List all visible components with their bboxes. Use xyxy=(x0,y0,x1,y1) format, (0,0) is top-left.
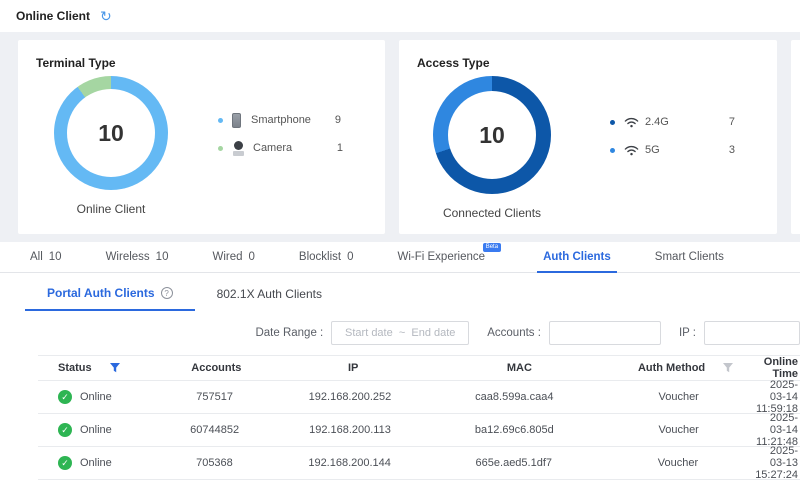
tab-auth-clients[interactable]: Auth Clients xyxy=(537,242,617,273)
page-title: Online Client xyxy=(16,9,91,23)
beta-badge: Beta xyxy=(482,242,502,252)
terminal-type-total: 10 xyxy=(98,119,124,146)
refresh-icon[interactable]: ↻ xyxy=(100,8,112,24)
cell-mac: caa8.599a.caa4 xyxy=(475,391,554,403)
cell-auth-method: Voucher xyxy=(658,391,699,403)
cell-ip: 192.168.200.113 xyxy=(309,424,391,436)
24g-label: 2.4G xyxy=(645,116,669,128)
camera-legend-dot xyxy=(218,145,223,151)
5g-count: 3 xyxy=(728,144,735,156)
col-ip: IP xyxy=(348,362,359,374)
cell-auth-method: Voucher xyxy=(658,424,699,436)
terminal-type-center-label: Online Client xyxy=(76,202,146,216)
clients-panel: All 10 Wireless 10 Wired 0 Blocklist 0 Wi-Fi… xyxy=(0,242,800,496)
camera-icon xyxy=(232,140,245,156)
summary-cards: Terminal Type 10 Online Client Smartphon… xyxy=(0,32,800,234)
cell-online-time: 2025-03-13 15:27:24 xyxy=(755,445,799,481)
cell-online-time: 2025-03-14 11:59:18 xyxy=(756,379,799,415)
accounts-label: Accounts : xyxy=(487,327,541,339)
legend-item-camera[interactable]: Camera 1 xyxy=(218,134,343,162)
col-status: Status xyxy=(58,362,92,374)
cell-mac: 665e.aed5.1df7 xyxy=(475,457,553,469)
ip-label: IP : xyxy=(678,327,696,339)
filter-row: Date Range : Accounts : IP : xyxy=(0,311,800,355)
smartphone-label: Smartphone xyxy=(251,114,311,126)
tab-blocklist[interactable]: Blocklist 0 xyxy=(298,251,354,263)
access-type-donut-chart: 10 xyxy=(433,76,551,194)
wifi-icon xyxy=(624,117,639,128)
legend-item-smartphone[interactable]: Smartphone 9 xyxy=(218,106,343,134)
access-type-title: Access Type xyxy=(417,56,490,70)
cell-ip: 192.168.200.252 xyxy=(308,391,392,403)
online-check-icon: ✓ xyxy=(58,423,72,437)
terminal-type-title: Terminal Type xyxy=(36,56,116,70)
legend-item-5g[interactable]: 5G 3 xyxy=(610,136,735,164)
auth-clients-table: Status Accounts IP MAC Auth Method Onlin… xyxy=(38,355,800,481)
24g-legend-dot xyxy=(610,119,615,125)
5g-label: 5G xyxy=(645,144,660,156)
cell-accounts: 705368 xyxy=(196,457,233,469)
5g-legend-dot xyxy=(610,147,615,153)
online-check-icon: ✓ xyxy=(58,456,72,470)
subtab-portal-auth-clients[interactable]: Portal Auth Clients ? xyxy=(25,286,195,311)
tab-wired[interactable]: Wired 0 xyxy=(212,251,255,263)
smartphone-icon xyxy=(232,112,241,128)
legend-item-24g[interactable]: 2.4G 7 xyxy=(610,108,735,136)
terminal-type-card: Terminal Type 10 Online Client Smartphon… xyxy=(18,40,385,234)
smartphone-count: 9 xyxy=(334,114,341,126)
auth-subtabs: Portal Auth Clients ? 802.1X Auth Client… xyxy=(0,286,800,311)
table-header-row: Status Accounts IP MAC Auth Method Onlin… xyxy=(38,355,800,381)
date-range-label: Date Range : xyxy=(255,327,324,339)
cell-online-time: 2025-03-14 11:21:48 xyxy=(756,412,799,448)
tab-smart-clients[interactable]: Smart Clients xyxy=(654,251,724,263)
status-badge: Online xyxy=(80,424,112,436)
subtab-8021x-auth-clients[interactable]: 802.1X Auth Clients xyxy=(216,287,322,301)
tab-wifi-experience[interactable]: Wi-Fi Experience Beta xyxy=(398,242,502,273)
page-header: Online Client ↻ xyxy=(0,0,800,32)
access-type-center-label: Connected Clients xyxy=(442,206,542,220)
accounts-input[interactable] xyxy=(548,321,661,345)
third-card-partial xyxy=(791,40,800,234)
tab-all[interactable]: All 10 xyxy=(30,251,62,263)
tab-wireless[interactable]: Wireless 10 xyxy=(105,251,169,263)
cell-auth-method: Voucher xyxy=(657,457,699,469)
cell-mac: ba12.69c6.805d xyxy=(474,424,554,436)
smartphone-legend-dot xyxy=(218,117,223,123)
col-auth-method: Auth Method xyxy=(637,362,706,374)
col-accounts: Accounts xyxy=(191,362,242,374)
cell-accounts: 60744852 xyxy=(190,424,240,436)
cell-accounts: 757517 xyxy=(196,391,233,403)
camera-label: Camera xyxy=(253,142,293,154)
terminal-type-donut-chart: 10 xyxy=(54,76,168,190)
help-icon[interactable]: ? xyxy=(160,287,173,299)
col-online-time: Online Time xyxy=(763,356,798,380)
status-badge: Online xyxy=(80,391,112,403)
24g-count: 7 xyxy=(728,116,735,128)
col-mac: MAC xyxy=(506,362,532,374)
client-tabs: All 10 Wireless 10 Wired 0 Blocklist 0 Wi-Fi… xyxy=(0,242,800,273)
cell-ip: 192.168.200.144 xyxy=(308,457,391,469)
status-filter-icon[interactable] xyxy=(109,363,120,373)
wifi-icon xyxy=(624,145,639,156)
camera-count: 1 xyxy=(336,142,343,154)
table-row[interactable]: ✓ Online 60744852 192.168.200.113 ba12.6… xyxy=(38,412,800,448)
auth-method-filter-icon[interactable] xyxy=(723,363,734,373)
status-badge: Online xyxy=(80,457,112,469)
access-type-total: 10 xyxy=(479,121,505,148)
access-type-card: Access Type 10 Connected Clients xyxy=(399,40,777,234)
date-range-input[interactable] xyxy=(331,321,470,345)
ip-input[interactable] xyxy=(704,321,800,345)
access-type-legend: 2.4G 7 5G 3 xyxy=(610,108,735,164)
table-row[interactable]: ✓ Online 705368 192.168.200.144 665e.aed… xyxy=(38,445,800,481)
table-row[interactable]: ✓ Online 757517 192.168.200.252 caa8.599… xyxy=(38,379,800,415)
terminal-type-legend: Smartphone 9 Camera 1 xyxy=(218,106,343,162)
online-check-icon: ✓ xyxy=(58,390,72,404)
